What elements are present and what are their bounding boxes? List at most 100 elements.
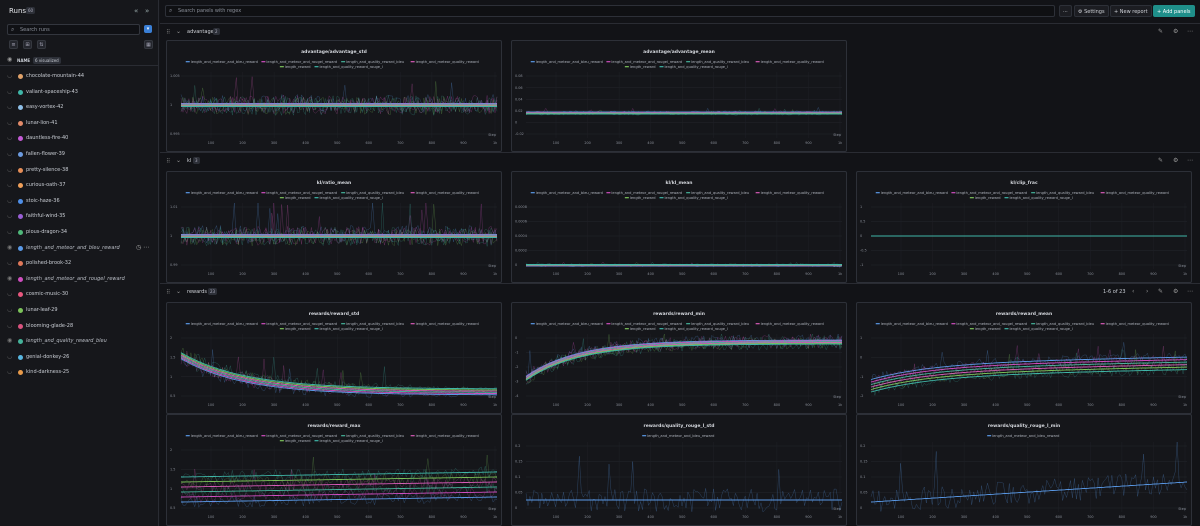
run-row[interactable]: ◡ fallen-flower-39 <box>0 147 159 162</box>
chart-panel[interactable]: rewards/reward_min length_and_meteor_and_… <box>511 302 847 414</box>
chart-panel[interactable]: advantage/advantage_std length_and_meteor… <box>166 40 502 152</box>
run-name[interactable]: length_and_meteor_and_bleu_reward <box>26 244 120 251</box>
run-name[interactable]: polished-brook-32 <box>26 260 72 267</box>
run-name[interactable]: easy-vortex-42 <box>26 104 64 111</box>
run-color-dot[interactable] <box>18 214 23 220</box>
new-report-button[interactable]: + New report <box>1110 5 1152 17</box>
gear-icon[interactable]: ⚙ <box>1173 288 1179 295</box>
run-name[interactable]: valiant-spaceship-43 <box>26 88 78 95</box>
visibility-eye-icon[interactable]: ◡ <box>7 134 13 142</box>
visibility-eye-icon[interactable]: ◡ <box>7 306 13 313</box>
chevron-right-icon[interactable]: › <box>1146 288 1149 295</box>
run-color-dot[interactable] <box>18 230 23 235</box>
chart-panel[interactable]: rewards/reward_std length_and_meteor_and_… <box>166 302 502 414</box>
run-name[interactable]: length_and_meteor_and_rougel_reward <box>26 275 125 282</box>
section-header-rewards[interactable]: ⠿ ⌄ rewards 23 1-6 of 23 ‹ › ✎ ⚙ ⋯ <box>160 287 1200 299</box>
run-name[interactable]: lunar-leaf-29 <box>26 307 58 313</box>
visibility-eye-icon[interactable]: ◡ <box>7 290 13 298</box>
more-icon[interactable]: ⋯ <box>1187 157 1193 164</box>
run-row[interactable]: ◡ kind-darkness-25 <box>0 365 159 380</box>
visibility-eye-icon[interactable]: ◉ <box>7 274 13 282</box>
pin-icon[interactable]: ✎ <box>1158 28 1164 35</box>
run-row[interactable]: ◉ length_and_meteor_and_bleu_reward ◷ ⋯ <box>0 241 159 256</box>
chart-panel[interactable]: kl/kl_mean length_and_meteor_and_bleu_rew… <box>511 171 847 283</box>
run-row[interactable]: ◡ lunar-lion-41 <box>0 116 159 131</box>
visibility-eye-icon[interactable]: ◡ <box>7 196 13 204</box>
visibility-eye-icon[interactable]: ◡ <box>7 212 13 220</box>
runs-search-input[interactable]: ⌕ Search runs <box>7 24 140 35</box>
chart-panel[interactable]: rewards/quality_rouge_l_min length_and_me… <box>856 414 1192 526</box>
run-row[interactable]: ◡ lunar-leaf-29 <box>0 303 159 318</box>
run-color-dot[interactable] <box>18 292 23 298</box>
visibility-eye-icon[interactable]: ◡ <box>7 368 13 376</box>
run-name[interactable]: blooming-glade-28 <box>26 322 74 329</box>
run-color-dot[interactable] <box>18 198 23 204</box>
panel-search-input[interactable]: ⌕ Search panels with regex <box>165 5 1055 17</box>
add-panels-button[interactable]: + Add panels <box>1153 5 1195 17</box>
run-color-dot[interactable] <box>18 261 23 267</box>
visibility-eye-icon[interactable]: ◡ <box>7 165 13 173</box>
section-header-kl[interactable]: ⠿ ⌄ kl 3 ✎ ⚙ ⋯ <box>160 156 1200 168</box>
chevron-left-icon[interactable]: ‹ <box>1132 288 1135 295</box>
gear-icon[interactable]: ⚙ <box>1173 28 1179 35</box>
visibility-eye-icon[interactable]: ◡ <box>7 181 13 189</box>
run-row[interactable]: ◡ pretty-silence-38 <box>0 163 159 178</box>
run-color-dot[interactable] <box>18 136 23 142</box>
run-name[interactable]: fallen-flower-39 <box>26 151 65 157</box>
run-name[interactable]: pretty-silence-38 <box>26 166 69 173</box>
run-color-dot[interactable] <box>18 89 23 95</box>
run-color-dot[interactable] <box>18 74 23 79</box>
filter-icon[interactable]: ≡ <box>9 40 18 49</box>
run-row[interactable]: ◉ length_and_quality_reward_bleu <box>0 334 159 349</box>
visibility-eye-icon[interactable]: ◡ <box>7 150 13 157</box>
run-color-dot[interactable] <box>18 308 23 313</box>
run-name[interactable]: stoic-haze-36 <box>26 197 60 204</box>
visibility-eye-icon[interactable]: ◡ <box>7 87 13 95</box>
more-icon[interactable]: ⋯ <box>1187 288 1193 295</box>
collapse-left-icon[interactable]: « <box>134 7 139 15</box>
group-icon[interactable]: ⊞ <box>23 40 32 49</box>
run-name[interactable]: faithful-wind-35 <box>26 213 66 220</box>
run-row[interactable]: ◡ cosmic-music-30 <box>0 287 159 302</box>
chart-panel[interactable]: kl/clip_frac length_and_meteor_and_bleu_r… <box>856 171 1192 283</box>
drag-handle-icon[interactable]: ⠿ <box>166 158 171 165</box>
chart-panel[interactable]: advantage/advantage_mean length_and_meteo… <box>511 40 847 152</box>
run-name[interactable]: lunar-lion-41 <box>26 119 58 126</box>
pin-icon[interactable]: ✎ <box>1158 288 1164 295</box>
run-row[interactable]: ◡ genial-donkey-26 <box>0 350 159 365</box>
run-row[interactable]: ◉ length_and_meteor_and_rougel_reward <box>0 272 159 287</box>
section-header-advantage[interactable]: ⠿ ⌄ advantage 2 ✎ ⚙ ⋯ <box>160 27 1200 39</box>
pin-icon[interactable]: ✎ <box>1158 157 1164 164</box>
run-row[interactable]: ◡ pious-dragon-34 <box>0 225 159 240</box>
drag-handle-icon[interactable]: ⠿ <box>166 289 171 296</box>
run-color-dot[interactable] <box>18 276 23 282</box>
visibility-eye-icon[interactable]: ◡ <box>7 72 13 79</box>
chart-panel[interactable]: rewards/quality_rouge_l_std length_and_me… <box>511 414 847 526</box>
run-actions-icon[interactable]: ◷ ⋯ <box>136 243 150 251</box>
run-row[interactable]: ◡ blooming-glade-28 <box>0 319 159 334</box>
run-name[interactable]: genial-donkey-26 <box>26 353 70 360</box>
visibility-eye-icon[interactable]: ◡ <box>7 352 13 360</box>
gear-icon[interactable]: ⚙ <box>1173 157 1179 164</box>
visibility-eye-icon[interactable]: ◡ <box>7 321 13 329</box>
more-icon[interactable]: ⋯ <box>1187 28 1193 35</box>
run-name[interactable]: pious-dragon-34 <box>26 229 68 235</box>
name-column-header[interactable]: NAME <box>17 58 31 63</box>
chart-panel[interactable]: kl/ratio_mean length_and_meteor_and_bleu_… <box>166 171 502 283</box>
run-color-dot[interactable] <box>18 105 23 111</box>
visibility-eye-icon[interactable]: ◉ <box>7 243 13 251</box>
run-color-dot[interactable] <box>18 245 23 251</box>
run-color-dot[interactable] <box>18 183 23 189</box>
run-color-dot[interactable] <box>18 354 23 360</box>
chart-panel[interactable]: rewards/reward_max length_and_meteor_and_… <box>166 414 502 526</box>
run-row[interactable]: ◡ stoic-haze-36 <box>0 194 159 209</box>
visibility-toggle-icon[interactable]: ◉ <box>7 56 13 63</box>
chevron-down-icon[interactable]: ⌄ <box>176 28 182 35</box>
run-name[interactable]: chocolate-mountain-44 <box>26 73 85 79</box>
run-name[interactable]: dauntless-fire-40 <box>26 135 69 142</box>
more-options-button[interactable]: ··· <box>1059 5 1072 17</box>
regex-filter-icon[interactable]: ▾ <box>144 25 152 33</box>
run-row[interactable]: ◡ easy-vortex-42 <box>0 100 159 115</box>
table-view-icon[interactable]: ▦ <box>144 40 153 49</box>
run-color-dot[interactable] <box>18 323 23 329</box>
